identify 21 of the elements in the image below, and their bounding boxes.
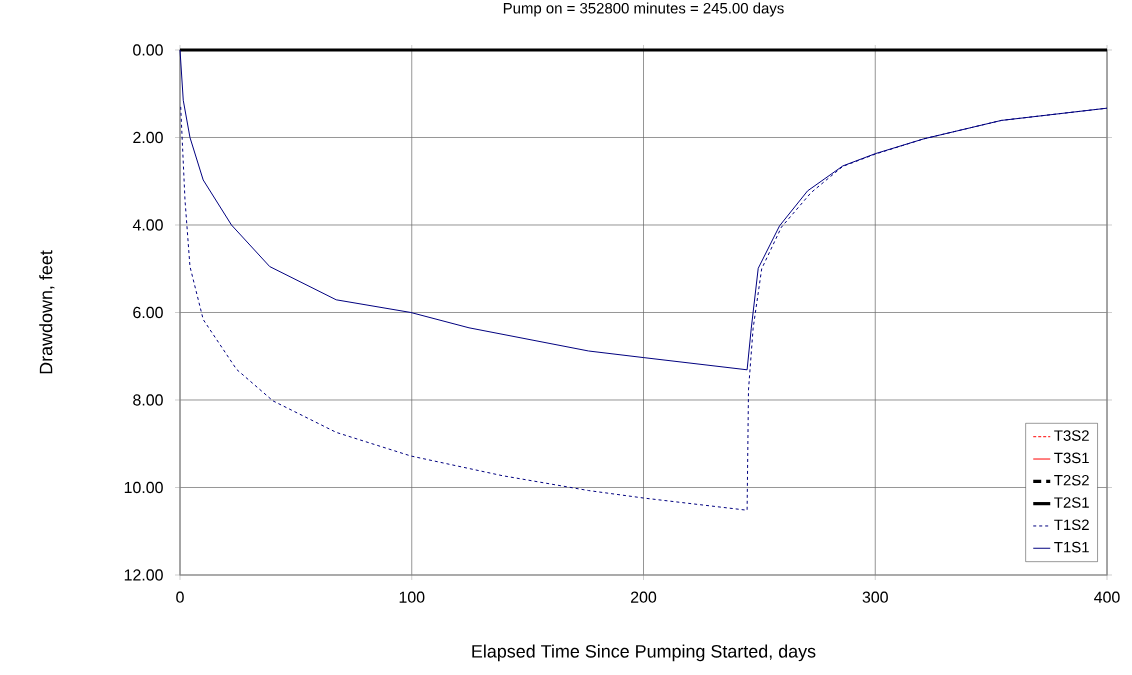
x-tick-label: 100	[399, 591, 425, 603]
legend-label: T1S1	[1054, 541, 1089, 553]
x-tick-label: 0	[176, 591, 184, 603]
y-axis-title: Drawdown, feet	[39, 250, 55, 374]
y-tick-label: 2.00	[133, 131, 163, 144]
legend-label: T2S2	[1054, 474, 1089, 486]
x-tick-label: 300	[862, 591, 888, 603]
y-tick-label: 6.00	[133, 306, 163, 319]
y-tick-label: 4.00	[132, 219, 163, 231]
x-axis-title: Elapsed Time Since Pumping Started, days	[472, 644, 816, 662]
x-tick-label: 400	[1094, 591, 1120, 603]
legend-label: T1S2	[1054, 519, 1089, 531]
y-tick-label: 8.00	[133, 394, 163, 406]
legend-label: T2S1	[1054, 497, 1089, 508]
x-tick-label: 200	[631, 591, 657, 603]
legend-label: T3S1	[1054, 452, 1089, 464]
y-tick-label: 12.00	[124, 569, 163, 581]
legend-label: T3S2	[1054, 430, 1089, 441]
y-tick-label: 10.00	[124, 481, 163, 494]
y-tick-label: 0.00	[133, 44, 163, 56]
chart-title: Pump on = 352800 minutes = 245.00 days	[503, 2, 784, 17]
